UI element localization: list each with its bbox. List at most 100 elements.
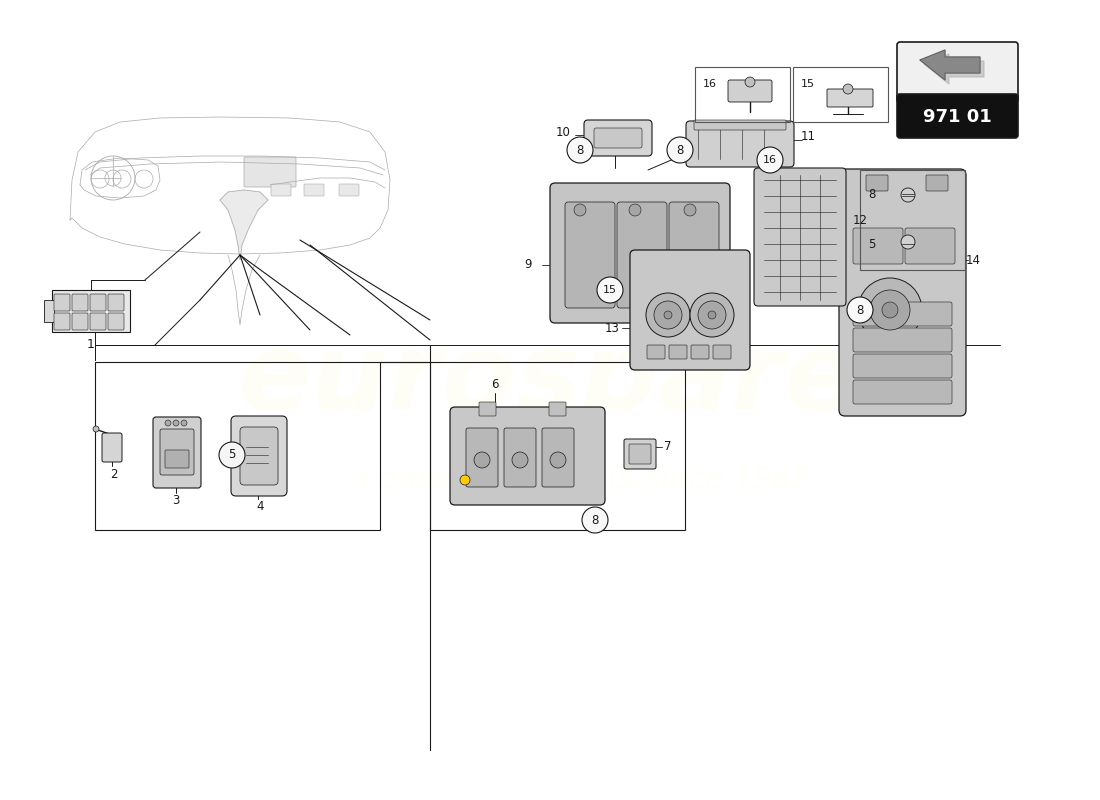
Text: 16: 16 — [703, 79, 717, 89]
FancyBboxPatch shape — [669, 345, 688, 359]
FancyBboxPatch shape — [565, 202, 615, 308]
FancyBboxPatch shape — [594, 128, 642, 148]
Circle shape — [629, 204, 641, 216]
Bar — [695, 67, 790, 122]
Circle shape — [745, 77, 755, 87]
Circle shape — [901, 235, 915, 249]
FancyBboxPatch shape — [108, 313, 124, 330]
Text: 6: 6 — [492, 378, 498, 391]
FancyBboxPatch shape — [165, 450, 189, 468]
Text: 16: 16 — [763, 155, 777, 165]
Circle shape — [597, 277, 623, 303]
Circle shape — [550, 452, 566, 468]
Circle shape — [654, 301, 682, 329]
Circle shape — [698, 301, 726, 329]
FancyBboxPatch shape — [630, 250, 750, 370]
Circle shape — [173, 420, 179, 426]
FancyBboxPatch shape — [44, 300, 54, 322]
FancyBboxPatch shape — [905, 228, 955, 264]
Circle shape — [165, 420, 170, 426]
Circle shape — [757, 147, 783, 173]
FancyBboxPatch shape — [896, 94, 1018, 138]
Circle shape — [512, 452, 528, 468]
FancyBboxPatch shape — [728, 80, 772, 102]
Text: 15: 15 — [801, 79, 815, 89]
Text: a passion for parts since 1985: a passion for parts since 1985 — [350, 466, 811, 494]
FancyBboxPatch shape — [153, 417, 201, 488]
FancyBboxPatch shape — [549, 402, 566, 416]
Text: 8: 8 — [592, 514, 598, 526]
FancyBboxPatch shape — [52, 290, 130, 332]
Bar — [430, 362, 685, 530]
FancyBboxPatch shape — [54, 294, 70, 311]
FancyBboxPatch shape — [852, 380, 952, 404]
FancyBboxPatch shape — [244, 157, 296, 187]
FancyBboxPatch shape — [694, 120, 786, 130]
Polygon shape — [924, 54, 984, 84]
FancyBboxPatch shape — [542, 428, 574, 487]
FancyBboxPatch shape — [466, 428, 498, 487]
Circle shape — [582, 507, 608, 533]
Text: 13: 13 — [605, 322, 619, 334]
Text: 12: 12 — [852, 214, 868, 226]
Text: 15: 15 — [603, 285, 617, 295]
FancyBboxPatch shape — [108, 294, 124, 311]
FancyBboxPatch shape — [72, 313, 88, 330]
FancyBboxPatch shape — [231, 416, 287, 496]
FancyBboxPatch shape — [839, 169, 966, 416]
Text: 4: 4 — [256, 499, 264, 513]
Text: 2: 2 — [110, 467, 118, 481]
FancyBboxPatch shape — [584, 120, 652, 156]
FancyBboxPatch shape — [339, 184, 359, 196]
FancyBboxPatch shape — [754, 168, 846, 306]
Circle shape — [870, 290, 910, 330]
Bar — [95, 362, 380, 530]
FancyBboxPatch shape — [691, 345, 710, 359]
Circle shape — [708, 311, 716, 319]
FancyBboxPatch shape — [102, 433, 122, 462]
Circle shape — [690, 293, 734, 337]
Text: 1: 1 — [87, 338, 95, 350]
Text: 9: 9 — [525, 258, 531, 271]
Circle shape — [901, 188, 915, 202]
Circle shape — [882, 302, 898, 318]
FancyBboxPatch shape — [852, 354, 952, 378]
FancyBboxPatch shape — [827, 89, 873, 107]
Text: eurospares: eurospares — [238, 327, 923, 433]
Text: 8: 8 — [576, 143, 584, 157]
Circle shape — [664, 311, 672, 319]
Circle shape — [646, 293, 690, 337]
Polygon shape — [220, 190, 268, 260]
FancyBboxPatch shape — [617, 202, 667, 308]
FancyBboxPatch shape — [271, 184, 292, 196]
FancyBboxPatch shape — [686, 121, 794, 167]
FancyBboxPatch shape — [90, 313, 106, 330]
Circle shape — [858, 278, 922, 342]
Circle shape — [460, 475, 470, 485]
FancyBboxPatch shape — [624, 439, 656, 469]
Text: 8: 8 — [868, 189, 876, 202]
Text: 10: 10 — [556, 126, 571, 138]
Polygon shape — [920, 50, 980, 80]
FancyBboxPatch shape — [478, 402, 496, 416]
Text: 14: 14 — [966, 254, 980, 266]
Bar — [860, 170, 965, 270]
Circle shape — [667, 137, 693, 163]
Circle shape — [847, 297, 873, 323]
FancyBboxPatch shape — [240, 427, 278, 485]
FancyBboxPatch shape — [160, 429, 194, 475]
Circle shape — [843, 84, 852, 94]
FancyBboxPatch shape — [852, 228, 903, 264]
Text: 971 01: 971 01 — [923, 108, 992, 126]
Text: 5: 5 — [868, 238, 876, 251]
Circle shape — [574, 204, 586, 216]
Text: 5: 5 — [229, 449, 235, 462]
Text: 11: 11 — [801, 130, 815, 143]
Circle shape — [219, 442, 245, 468]
Circle shape — [684, 204, 696, 216]
FancyBboxPatch shape — [926, 175, 948, 191]
FancyBboxPatch shape — [450, 407, 605, 505]
FancyBboxPatch shape — [504, 428, 536, 487]
FancyBboxPatch shape — [54, 313, 70, 330]
Circle shape — [474, 452, 490, 468]
